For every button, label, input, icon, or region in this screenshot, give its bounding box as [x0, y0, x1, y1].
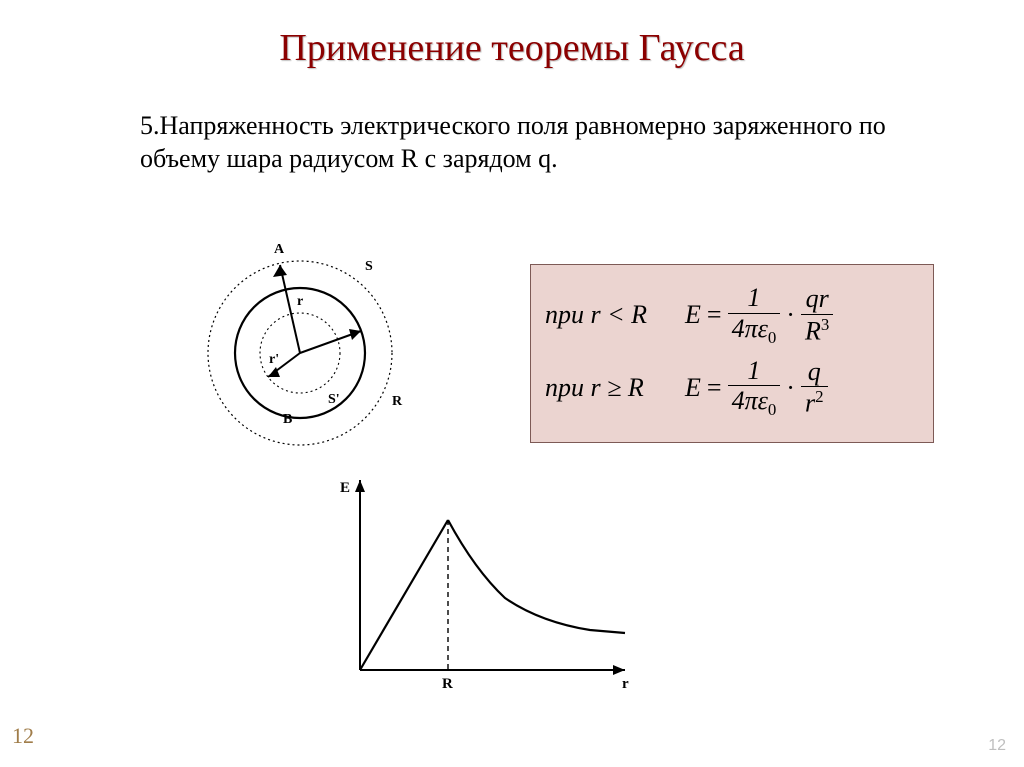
formula-row-2: при r ≥ R E = 1 4πε0 · q r2 — [545, 356, 919, 421]
label-A: A — [274, 242, 285, 257]
graph-E-vs-r: E r R — [330, 470, 640, 710]
label-S: S — [365, 259, 373, 274]
formula-expression-1: E = 1 4πε0 · qr R3 — [685, 283, 833, 348]
page-number-left: 12 — [12, 723, 34, 749]
label-rprime: r' — [269, 352, 279, 367]
graph-xlabel: r — [622, 676, 629, 692]
formula-condition-2: при r ≥ R — [545, 373, 685, 403]
formula-condition-1: при r < R — [545, 300, 685, 330]
label-R: R — [392, 394, 403, 409]
slide: Применение теоремы Гаусса 5.Напряженност… — [0, 0, 1024, 767]
body-text: 5.Напряженность электрического поля равн… — [140, 110, 900, 175]
graph-xtick-R: R — [442, 676, 453, 692]
label-B: B — [283, 412, 292, 427]
page-number-right: 12 — [988, 737, 1006, 755]
graph-ylabel: E — [340, 480, 350, 496]
formula-expression-2: E = 1 4πε0 · q r2 — [685, 356, 828, 421]
formula-row-1: при r < R E = 1 4πε0 · qr R3 — [545, 283, 919, 348]
slide-title: Применение теоремы Гаусса — [0, 26, 1024, 70]
label-r: r — [297, 294, 303, 309]
sphere-diagram: A S r r' B S' R — [190, 235, 410, 455]
label-Sprime: S' — [328, 392, 340, 407]
formula-box: при r < R E = 1 4πε0 · qr R3 при r ≥ R — [530, 264, 934, 443]
